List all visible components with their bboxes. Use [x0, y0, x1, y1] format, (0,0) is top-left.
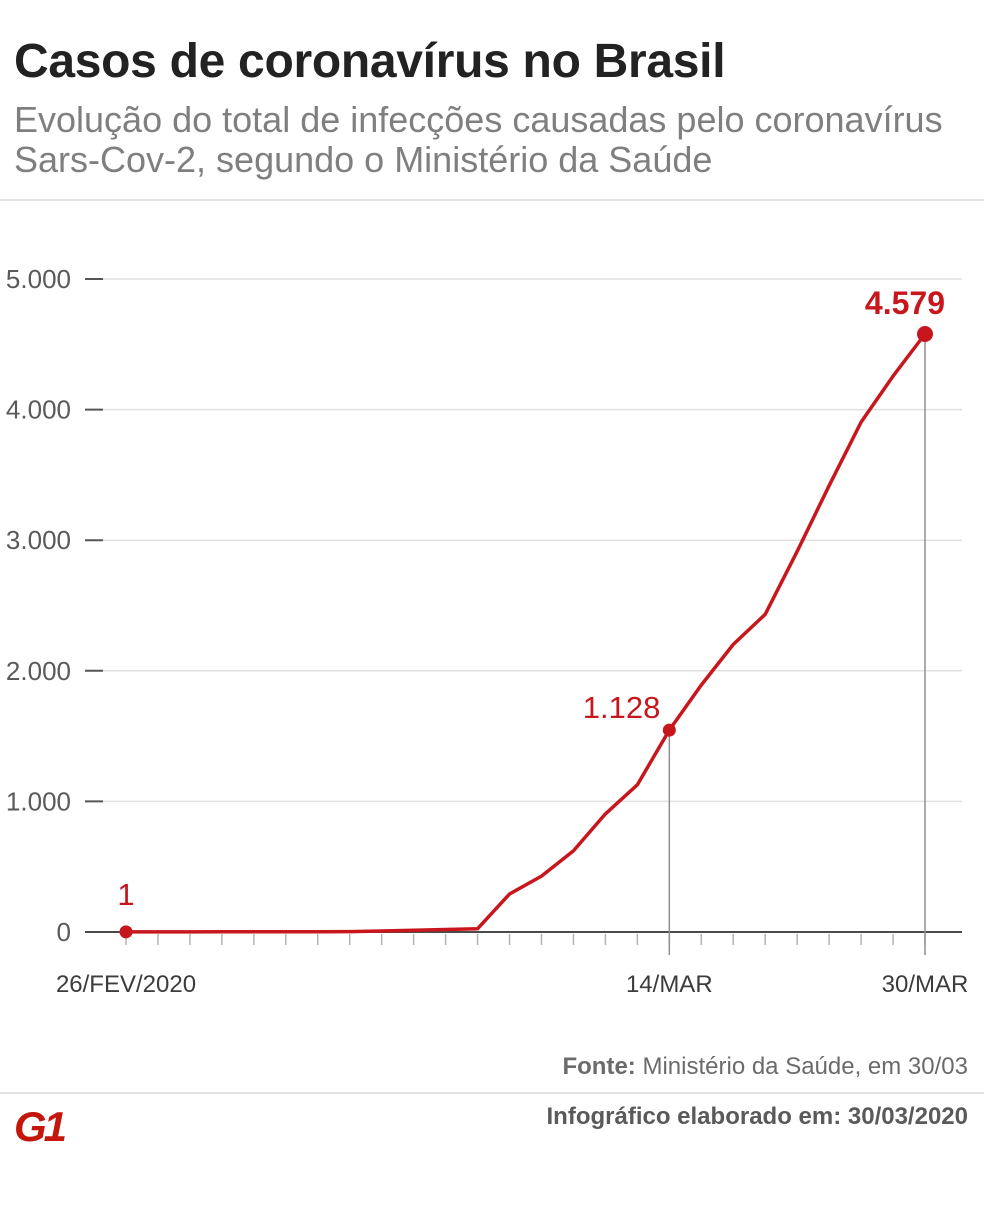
- data-point: [538, 873, 544, 879]
- source-note: Fonte: Ministério da Saúde, em 30/03: [562, 1052, 968, 1082]
- data-point: [507, 891, 513, 897]
- source-text: Ministério da Saúde, em 30/03: [642, 1053, 968, 1080]
- data-point: [155, 929, 161, 935]
- series-line: [124, 332, 927, 934]
- line-chart: 0 1.000 2.000 3.000 4.000 5.000 26/FEV/2020 14/…: [6, 264, 969, 998]
- footer-divider: [0, 1092, 984, 1094]
- data-point: [634, 782, 640, 788]
- source-label: Fonte:: [562, 1053, 636, 1080]
- highlight-marker: [662, 723, 676, 737]
- data-point: [570, 848, 576, 854]
- data-label: 1: [117, 877, 134, 912]
- data-label: 1.128: [583, 690, 661, 725]
- data-point: [411, 927, 417, 933]
- gridlines: [85, 278, 962, 933]
- x-tick-label: 26/FEV/2020: [56, 971, 196, 998]
- chart-title: Casos de coronavírus no Brasil: [14, 35, 726, 88]
- highlight-marker: [119, 925, 133, 939]
- data-point: [315, 929, 321, 935]
- highlight-marker: [917, 325, 933, 342]
- x-tick-label: 14/MAR: [626, 971, 713, 998]
- data-point: [443, 927, 449, 933]
- data-point: [475, 926, 481, 932]
- y-tick-label: 4.000: [6, 395, 71, 425]
- data-point: [283, 929, 289, 935]
- data-point: [187, 929, 193, 935]
- y-tick-label: 1.000: [6, 786, 71, 816]
- chart-subtitle: Evolução do total de infecções causadas …: [14, 99, 943, 180]
- header-divider: [0, 199, 984, 201]
- data-point: [794, 548, 800, 554]
- data-point: [826, 483, 832, 489]
- data-point: [347, 929, 353, 935]
- y-tick-label: 5.000: [6, 264, 71, 294]
- x-tick-label: 30/MAR: [882, 971, 969, 998]
- y-tick-label: 3.000: [6, 525, 71, 555]
- data-point: [379, 928, 385, 934]
- data-point: [251, 929, 257, 935]
- data-point: [602, 811, 608, 817]
- y-tick-label: 0: [57, 917, 71, 947]
- data-point: [698, 682, 704, 688]
- y-tick-label: 2.000: [6, 656, 71, 686]
- data-point: [890, 373, 896, 379]
- data-point: [762, 611, 768, 617]
- data-point: [730, 642, 736, 648]
- data-label: 4.579: [865, 285, 945, 321]
- data-point: [219, 929, 225, 935]
- data-point: [858, 419, 864, 425]
- g1-logo: G1: [14, 1103, 67, 1150]
- credit-note: Infográfico elaborado em: 30/03/2020: [546, 1103, 969, 1130]
